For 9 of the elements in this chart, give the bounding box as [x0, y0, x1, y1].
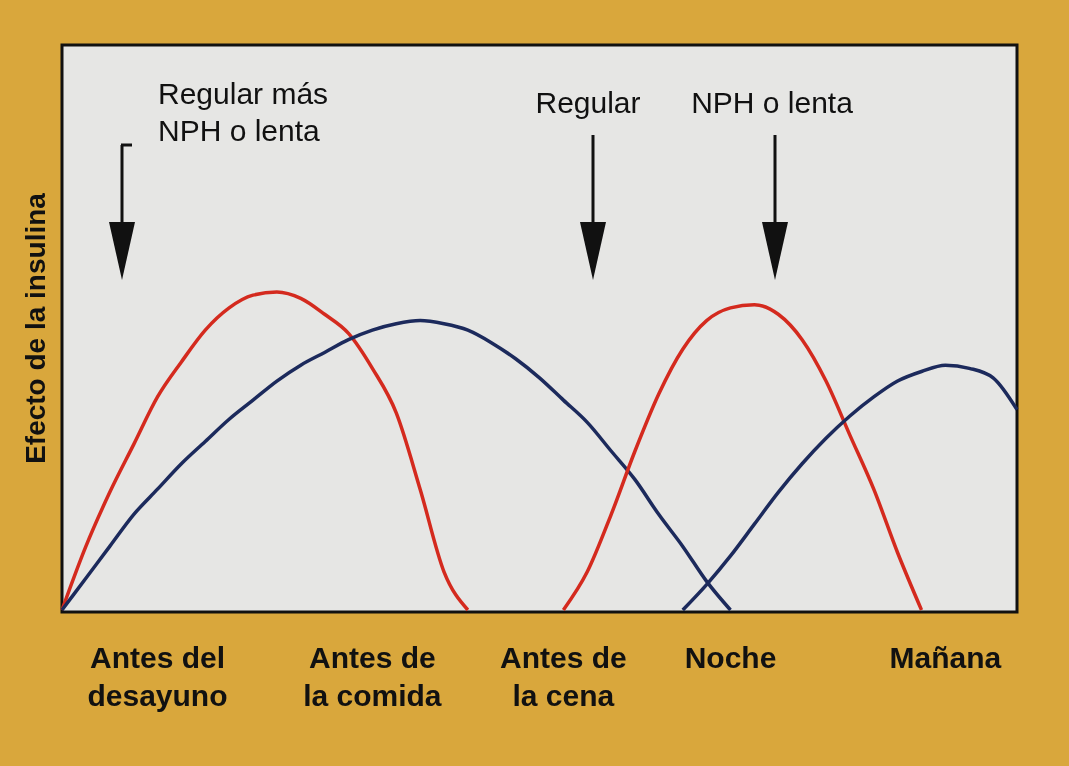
x-tick-label: Noche: [684, 641, 777, 674]
text: NPH o lenta: [691, 86, 854, 119]
y-axis-title: Efecto de la insulina: [20, 192, 51, 464]
text: Regular más NPH o lenta: [158, 77, 329, 147]
x-tick-label: Antes de la cena: [500, 641, 627, 712]
text: Regular: [535, 86, 641, 119]
x-tick-label: Antes del desayuno: [87, 641, 228, 712]
x-tick-label: Mañana: [889, 641, 1002, 674]
x-tick-label: Antes de la comida: [303, 641, 442, 712]
